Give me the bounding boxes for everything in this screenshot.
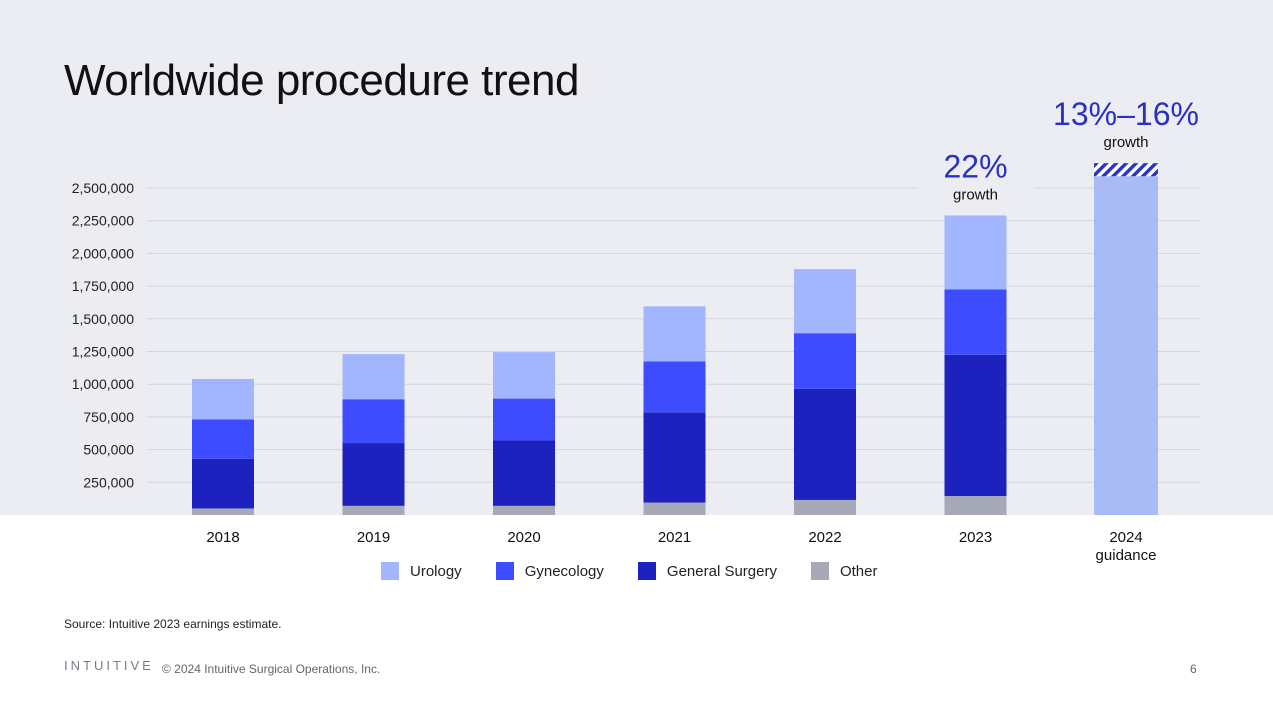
bar-gynecology-2018 xyxy=(192,419,254,459)
legend-swatch xyxy=(381,562,399,580)
x-tick-sublabel: guidance xyxy=(1096,547,1157,564)
growth-value-2024: 13%–16% xyxy=(1053,96,1199,132)
legend-swatch xyxy=(637,562,656,580)
bar-urology-2021 xyxy=(643,306,706,362)
bar-guidance-2024 xyxy=(1094,176,1158,515)
bar-other-2019 xyxy=(342,505,405,515)
bar-general-surgery-2022 xyxy=(794,388,856,500)
y-tick-label: 2,500,000 xyxy=(72,180,134,196)
y-tick-label: 1,750,000 xyxy=(72,278,134,294)
x-tick-label: 2024 xyxy=(1109,529,1142,546)
annotation-backdrop xyxy=(917,147,1034,206)
y-tick-label: 2,000,000 xyxy=(72,245,134,261)
x-tick-label: 2020 xyxy=(507,529,540,546)
legend-label: Urology xyxy=(410,562,462,580)
legend-item-gynecology: Gynecology xyxy=(495,562,604,580)
copyright-text: © 2024 Intuitive Surgical Operations, In… xyxy=(162,662,381,676)
y-tick-label: 2,250,000 xyxy=(72,213,134,229)
legend-label: General Surgery xyxy=(666,562,777,580)
bar-general-surgery-2018 xyxy=(192,458,254,509)
bar-general-surgery-2020 xyxy=(493,440,555,506)
bar-gynecology-2019 xyxy=(342,399,405,444)
legend-item-general-surgery: General Surgery xyxy=(637,562,777,580)
bar-gynecology-2022 xyxy=(794,333,856,389)
legend-item-other: Other xyxy=(810,562,878,580)
y-tick-label: 250,000 xyxy=(83,474,134,490)
bar-other-2023 xyxy=(944,496,1007,515)
bar-gynecology-2023 xyxy=(944,289,1007,355)
y-tick-label: 1,500,000 xyxy=(72,311,134,327)
y-tick-label: 1,000,000 xyxy=(72,376,134,392)
bar-urology-2020 xyxy=(493,352,555,399)
bar-urology-2019 xyxy=(342,354,405,400)
growth-label-2024: growth xyxy=(1103,134,1148,151)
legend-label: Other xyxy=(839,562,878,580)
bar-general-surgery-2023 xyxy=(944,354,1007,497)
x-tick-label: 2021 xyxy=(658,529,691,546)
y-tick-label: 750,000 xyxy=(83,409,134,425)
legend-label: Gynecology xyxy=(524,562,604,580)
intuitive-logo: INTUITIVE xyxy=(64,658,154,673)
bar-general-surgery-2019 xyxy=(342,443,405,506)
source-note: Source: Intuitive 2023 earnings estimate… xyxy=(64,617,282,631)
bar-urology-2022 xyxy=(794,269,856,334)
x-tick-label: 2019 xyxy=(357,529,390,546)
growth-label-2023: growth xyxy=(953,186,998,203)
bar-general-surgery-2021 xyxy=(643,412,706,503)
bar-other-2021 xyxy=(643,502,706,515)
legend-swatch xyxy=(810,562,829,580)
y-tick-label: 500,000 xyxy=(83,442,134,458)
x-tick-label: 2018 xyxy=(206,529,239,546)
bar-other-2020 xyxy=(493,505,555,515)
stacked-bar-chart: 250,000 500,000 750,000 1,000,000 1,250,000 1… xyxy=(72,95,1200,564)
bar-other-2022 xyxy=(794,499,856,515)
x-tick-label: 2023 xyxy=(959,529,992,546)
growth-value-2023: 22% xyxy=(943,148,1007,184)
bar-gynecology-2021 xyxy=(643,361,706,413)
slide-title: Worldwide procedure trend xyxy=(64,56,579,105)
bar-urology-2018 xyxy=(192,378,254,420)
chart-legend: Urology Gynecology General Surgery Other xyxy=(381,562,911,580)
bar-gynecology-2020 xyxy=(493,398,555,441)
legend-swatch xyxy=(495,562,514,580)
bar-guidance-range-2024 xyxy=(1094,163,1158,177)
bar-urology-2023 xyxy=(944,215,1007,290)
x-tick-label: 2022 xyxy=(808,529,841,546)
annotation-backdrop xyxy=(1068,95,1184,154)
bar-other-2018 xyxy=(192,508,254,515)
y-tick-label: 1,250,000 xyxy=(72,344,134,360)
page-number: 6 xyxy=(1190,662,1197,676)
legend-item-urology: Urology xyxy=(381,562,462,580)
